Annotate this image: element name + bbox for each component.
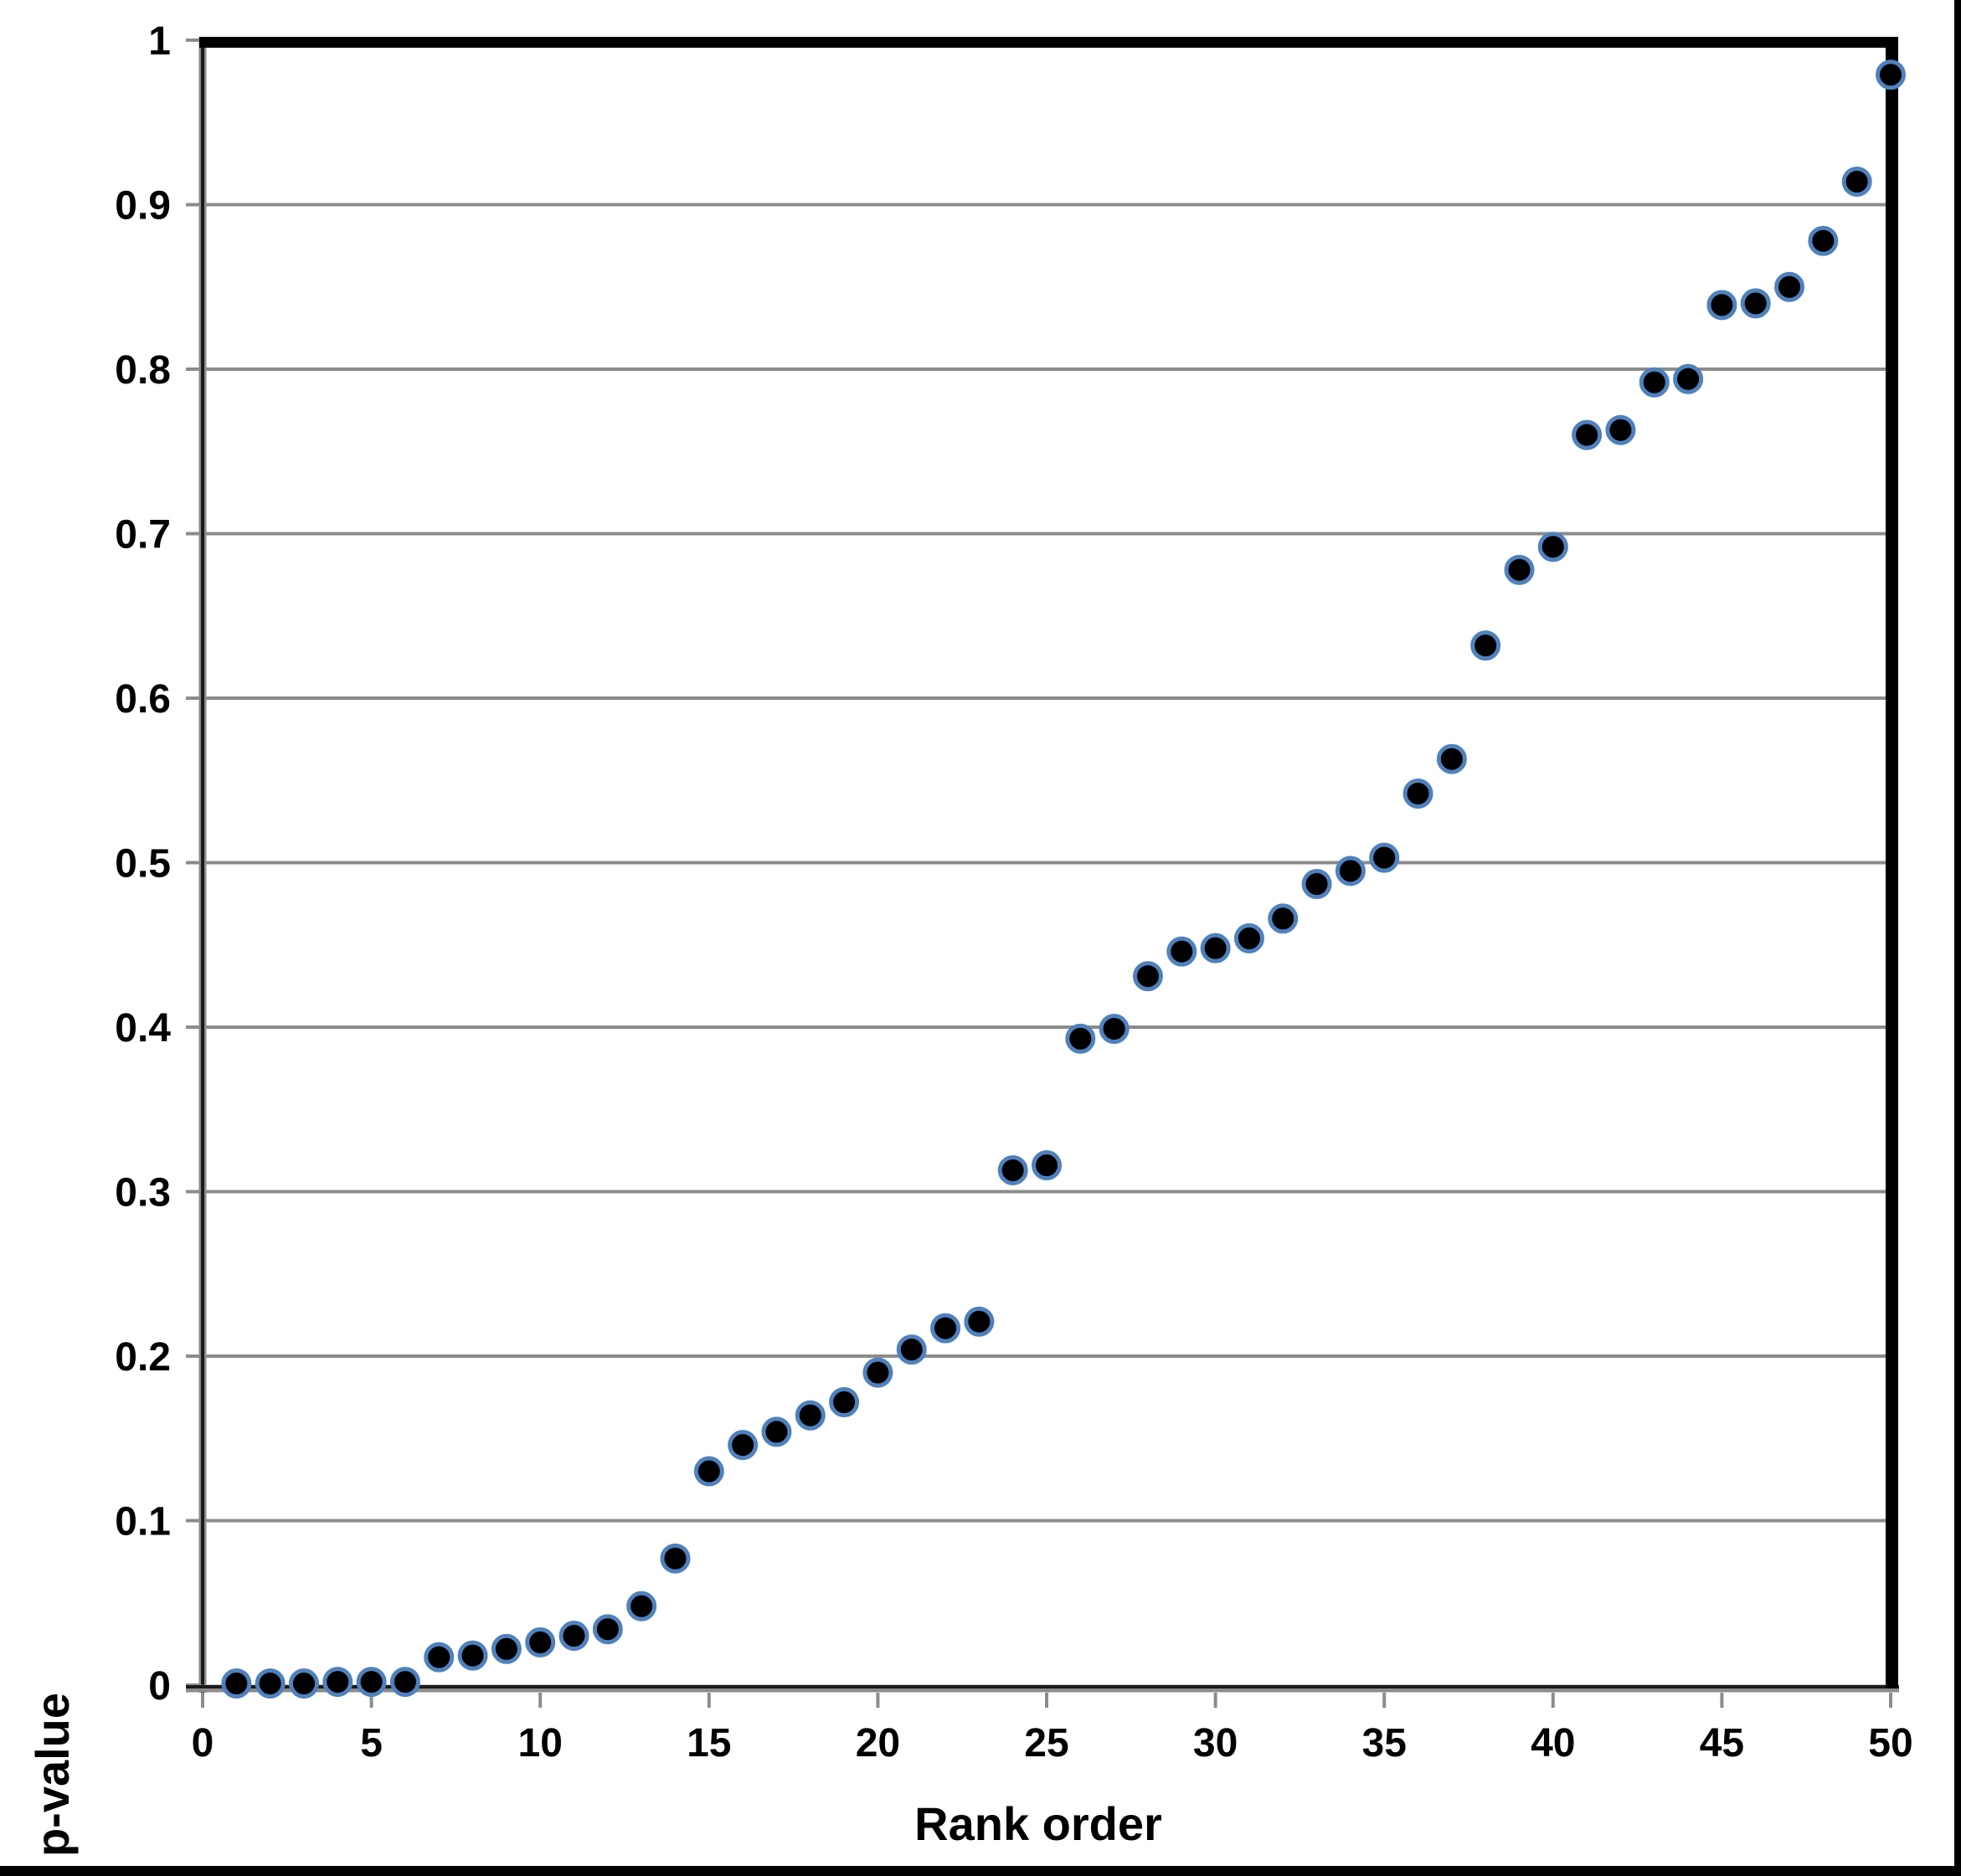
- data-point: [930, 1313, 961, 1344]
- y-tick-label: 0.7: [115, 513, 171, 558]
- data-point: [1639, 367, 1670, 398]
- x-axis-title: Rank order: [914, 1797, 1162, 1850]
- plot-top-border: [199, 37, 1898, 48]
- data-point: [626, 1591, 657, 1622]
- data-point: [1436, 743, 1467, 774]
- data-point: [1470, 630, 1501, 661]
- y-tick-label: 0.4: [115, 1006, 171, 1051]
- data-point: [288, 1668, 319, 1699]
- data-point: [592, 1614, 623, 1645]
- x-axis-ticks: [201, 1693, 1892, 1708]
- data-point: [1841, 166, 1872, 197]
- x-tick-label: 5: [360, 1721, 383, 1765]
- data-point: [1774, 271, 1805, 302]
- y-tick-label: 0.3: [115, 1171, 171, 1216]
- image-border-right: [1954, 0, 1961, 1876]
- data-point: [862, 1357, 893, 1388]
- data-point: [896, 1334, 927, 1365]
- data-point: [255, 1668, 286, 1699]
- y-tick-label: 0.1: [115, 1500, 171, 1544]
- data-point: [964, 1306, 995, 1337]
- data-point: [1335, 856, 1366, 887]
- data-point: [389, 1667, 420, 1698]
- data-point: [829, 1387, 860, 1418]
- data-point: [1132, 961, 1163, 992]
- data-point: [1706, 290, 1737, 321]
- data-point: [356, 1667, 387, 1698]
- data-point: [1605, 414, 1636, 445]
- data-point: [997, 1154, 1028, 1185]
- x-tick-labels: 0 5 10 15 20 25 30 35 40 45 50: [192, 1721, 1913, 1765]
- data-point: [1032, 1150, 1062, 1181]
- data-point: [1200, 933, 1231, 964]
- y-tick-label: 0.5: [115, 842, 171, 887]
- x-tick-label: 15: [687, 1721, 731, 1765]
- data-point: [1166, 936, 1197, 967]
- data-point: [1504, 554, 1535, 585]
- data-point: [1572, 419, 1603, 450]
- plot-right-border: [1886, 37, 1898, 1688]
- x-tick-label: 40: [1531, 1721, 1575, 1765]
- data-point: [693, 1456, 724, 1487]
- data-point: [1099, 1013, 1130, 1044]
- data-point: [558, 1621, 589, 1652]
- y-tick-labels: 0 0.1 0.2 0.3 0.4 0.5 0.6 0.7 0.8 0.9 1: [115, 19, 171, 1709]
- data-point: [795, 1400, 826, 1431]
- x-tick-label: 0: [192, 1721, 214, 1765]
- data-point: [322, 1667, 353, 1698]
- data-point: [1537, 532, 1568, 563]
- y-tick-label: 0.2: [115, 1335, 171, 1380]
- data-point: [1403, 778, 1433, 809]
- data-point: [1740, 288, 1771, 319]
- data-point: [761, 1416, 792, 1447]
- x-tick-label: 10: [518, 1721, 563, 1765]
- image-border-bottom: [0, 1866, 1961, 1876]
- data-point: [424, 1642, 455, 1673]
- data-point: [221, 1668, 252, 1699]
- data-point: [1808, 225, 1839, 256]
- data-point: [1369, 842, 1400, 873]
- y-tick-label: 1: [148, 19, 171, 64]
- data-points: [221, 59, 1906, 1699]
- x-tick-label: 45: [1700, 1721, 1744, 1765]
- data-point: [728, 1430, 759, 1461]
- x-tick-label: 35: [1362, 1721, 1407, 1765]
- data-point: [1233, 923, 1264, 953]
- data-point: [660, 1543, 691, 1574]
- y-tick-label: 0: [148, 1664, 171, 1709]
- data-point: [1268, 903, 1299, 934]
- data-point: [525, 1627, 556, 1658]
- data-point: [1673, 363, 1704, 394]
- data-point: [1301, 869, 1332, 900]
- data-point: [1876, 59, 1906, 90]
- gridlines: [203, 203, 1892, 1523]
- x-tick-label: 30: [1193, 1721, 1238, 1765]
- data-point: [491, 1633, 522, 1664]
- data-point: [457, 1640, 488, 1671]
- y-tick-label: 0.6: [115, 677, 171, 722]
- y-tick-label: 0.8: [115, 348, 171, 393]
- y-tick-label: 0.9: [115, 184, 171, 229]
- x-tick-label: 25: [1024, 1721, 1068, 1765]
- data-point: [1065, 1023, 1096, 1054]
- y-axis-title: p-value: [26, 1693, 79, 1857]
- x-tick-label: 20: [856, 1721, 900, 1765]
- x-tick-label: 50: [1868, 1721, 1912, 1765]
